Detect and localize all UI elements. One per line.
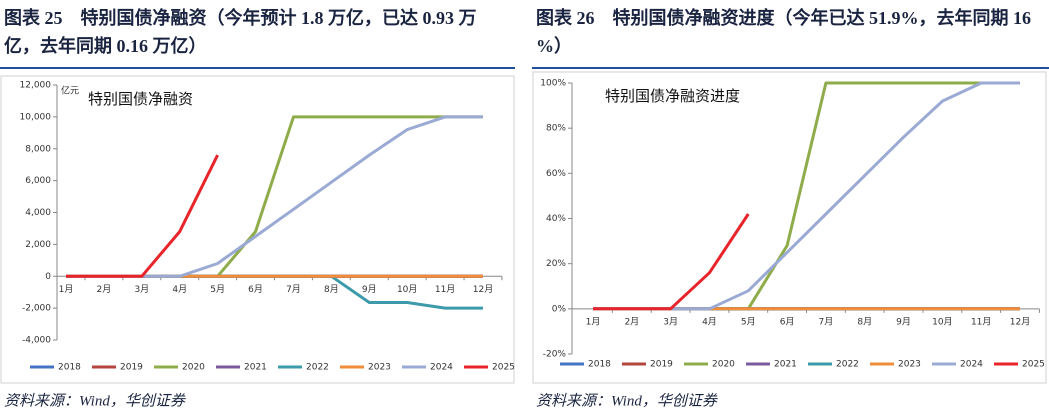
x-tick-label: 12月	[473, 284, 493, 295]
x-tick-label: 9月	[362, 284, 377, 295]
legend-label: 2020	[182, 363, 205, 373]
x-tick-label: 7月	[286, 284, 301, 295]
x-tick-label: 6月	[780, 316, 795, 327]
series-line	[66, 154, 219, 278]
y-axis-label: 亿元	[61, 85, 79, 97]
legend-label: 2021	[774, 360, 797, 370]
chart-frame	[0, 75, 515, 384]
x-tick-label: 11月	[971, 316, 991, 327]
y-tick-label: 6,000	[25, 176, 51, 186]
x-tick-label: 3月	[134, 284, 149, 295]
x-tick-label: 4月	[702, 316, 717, 327]
y-tick-label: 0%	[552, 304, 567, 314]
chart-frame	[532, 71, 1047, 384]
x-tick-label: 6月	[248, 284, 263, 295]
chart-title: 图表 25 特别国债净融资（今年预计 1.8 万亿，已达 0.93 万亿，去年同…	[4, 7, 477, 56]
y-tick-label: -2,000	[22, 304, 51, 314]
chart-title: 图表 26 特别国债净融资进度（今年已达 51.9%，去年同期 16%）	[536, 7, 1031, 56]
chart-subtitle: 特别国债净融资进度	[605, 87, 740, 105]
x-tick-label: 10月	[932, 316, 952, 327]
y-tick-label: 2,000	[25, 240, 51, 250]
x-tick-label: 2月	[97, 284, 112, 295]
source-note: 资料来源：Wind，华创证券	[536, 392, 718, 409]
x-tick-label: 5月	[210, 284, 225, 295]
legend-label: 2022	[836, 360, 859, 370]
y-tick-label: 60%	[546, 169, 566, 179]
legend-label: 2024	[430, 363, 453, 373]
y-tick-label: 80%	[546, 124, 566, 134]
legend-label: 2020	[712, 360, 735, 370]
legend-label: 2024	[960, 360, 983, 370]
x-tick-label: 7月	[819, 316, 834, 327]
legend-label: 2025	[1022, 360, 1045, 370]
legend-label: 2022	[306, 363, 329, 373]
x-tick-label: 3月	[663, 316, 678, 327]
y-tick-label: 12,000	[20, 81, 52, 91]
chart-subtitle: 特别国债净融资	[88, 90, 193, 108]
y-tick-label: 20%	[546, 259, 566, 269]
legend-label: 2018	[58, 363, 81, 373]
y-tick-label: -4,000	[22, 336, 51, 346]
legend-label: 2019	[120, 363, 143, 373]
legend-label: 2025	[492, 363, 515, 373]
y-tick-label: 8,000	[25, 144, 51, 154]
y-tick-label: 40%	[546, 214, 566, 224]
source-note: 资料来源：Wind，华创证券	[4, 392, 186, 409]
y-tick-label: -20%	[543, 350, 567, 360]
legend-label: 2019	[650, 360, 673, 370]
x-tick-label: 4月	[172, 284, 187, 295]
x-tick-label: 11月	[435, 284, 455, 295]
y-tick-label: 100%	[540, 79, 566, 89]
y-tick-label: 10,000	[20, 112, 52, 122]
x-tick-label: 2月	[624, 316, 639, 327]
x-tick-label: 12月	[1010, 316, 1030, 327]
y-tick-label: 0	[45, 272, 51, 282]
x-tick-label: 1月	[586, 316, 601, 327]
legend-label: 2023	[368, 363, 391, 373]
y-tick-label: 4,000	[25, 208, 51, 218]
x-tick-label: 5月	[741, 316, 756, 327]
legend-label: 2021	[244, 363, 267, 373]
x-tick-label: 1月	[59, 284, 74, 295]
legend-label: 2023	[898, 360, 921, 370]
legend-label: 2018	[588, 360, 611, 370]
x-tick-label: 10月	[397, 284, 417, 295]
x-tick-label: 8月	[324, 284, 339, 295]
series-line	[593, 213, 750, 311]
x-tick-label: 9月	[896, 316, 911, 327]
x-tick-label: 8月	[857, 316, 872, 327]
